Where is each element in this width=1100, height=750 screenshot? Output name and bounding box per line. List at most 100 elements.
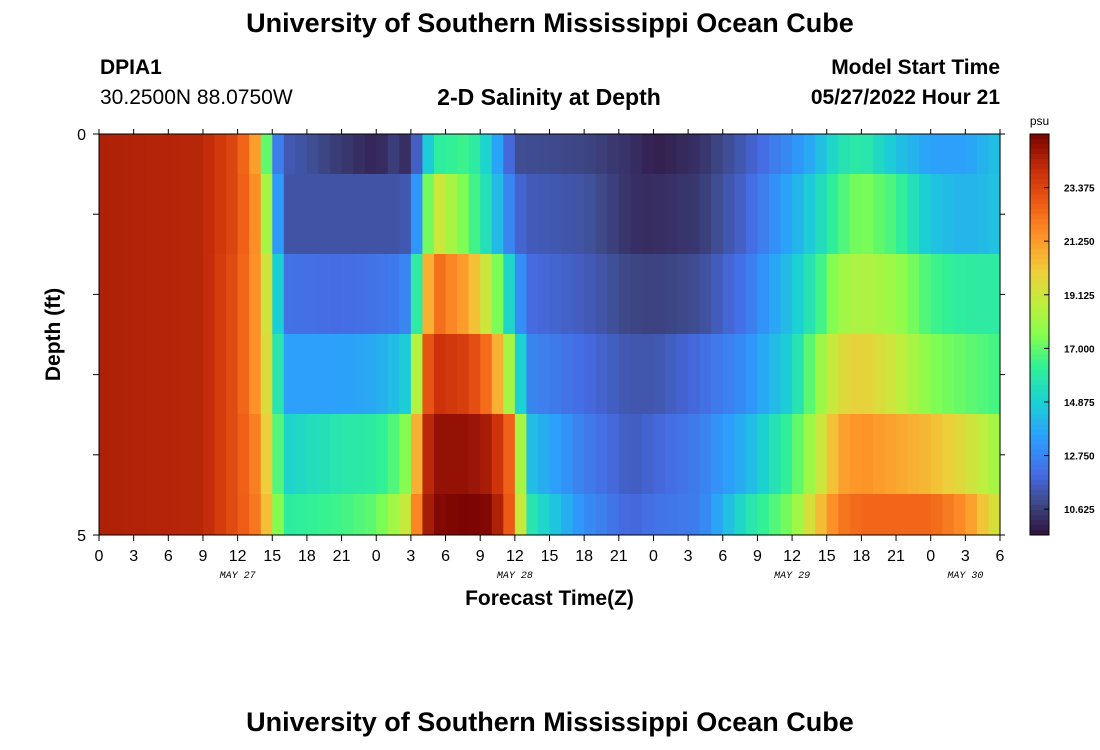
heatmap-cell <box>872 174 886 254</box>
heatmap-cell <box>653 414 666 494</box>
y-axis-label: Depth (ft) <box>42 288 65 381</box>
heatmap-cell <box>815 414 828 494</box>
salinity-chart: 0 3 6 9 12 15 18 21 0 3 6 9 12 15 18 21 0 3 6 9 12 15 18 21 0 3 6 M… <box>42 114 1095 610</box>
heatmap-cell <box>711 334 724 414</box>
colorbar-segment <box>1030 299 1049 305</box>
heatmap-cell <box>607 254 620 334</box>
heatmap-cell <box>988 174 1001 254</box>
heatmap-cell <box>330 134 343 174</box>
x-tick-label: 6 <box>164 548 173 565</box>
heatmap-cell <box>480 334 493 414</box>
heatmap-cell <box>745 174 759 254</box>
heatmap-cell <box>457 134 470 174</box>
heatmap-cell <box>272 414 285 494</box>
x-tick-label: 12 <box>783 548 801 565</box>
heatmap-cell <box>965 174 978 254</box>
heatmap-cell <box>226 254 239 334</box>
heatmap-cell <box>457 174 470 254</box>
heatmap-cell <box>202 174 216 254</box>
heatmap-cell <box>896 494 909 535</box>
heatmap-cell <box>133 494 146 535</box>
heatmap-cell <box>283 414 296 494</box>
heatmap-cell <box>214 494 227 535</box>
heatmap-cell <box>537 134 551 174</box>
heatmap-cell <box>953 254 966 334</box>
colorbar-tick-label: 14.875 <box>1064 398 1095 409</box>
heatmap-cell <box>953 414 966 494</box>
colorbar-segment <box>1030 134 1049 140</box>
heatmap-cell <box>688 134 701 174</box>
heatmap-cell <box>110 414 123 494</box>
heatmap-cell <box>376 134 389 174</box>
heatmap-cell <box>364 334 377 414</box>
heatmap-cell <box>595 174 608 254</box>
heatmap-cell <box>734 414 747 494</box>
heatmap-cell <box>422 414 435 494</box>
heatmap-cell <box>514 414 527 494</box>
heatmap-cell <box>953 134 966 174</box>
heatmap-cell <box>503 174 516 254</box>
heatmap-cell <box>364 174 377 254</box>
heatmap-cell <box>260 134 273 174</box>
heatmap-cell <box>757 254 770 334</box>
heatmap-cell <box>688 414 701 494</box>
heatmap-cell <box>99 494 112 535</box>
heatmap-cell <box>226 334 239 414</box>
heatmap-cell <box>803 334 816 414</box>
heatmap-cell <box>168 134 181 174</box>
heatmap-cell <box>699 414 712 494</box>
heatmap-cell <box>653 494 666 535</box>
heatmap-cell <box>630 414 643 494</box>
heatmap-cell <box>630 134 643 174</box>
colorbar-segment <box>1030 184 1049 190</box>
heatmap-cell <box>433 134 447 174</box>
colorbar-segment <box>1030 429 1049 436</box>
colorbar-segment <box>1030 519 1049 526</box>
heatmap-cell <box>618 414 631 494</box>
heatmap-cell <box>572 334 585 414</box>
heatmap-cell <box>780 134 793 174</box>
heatmap-cell <box>422 334 435 414</box>
heatmap-cell <box>260 414 273 494</box>
x-tick-label: 9 <box>199 548 208 565</box>
colorbar-tick-label: 21.250 <box>1064 237 1095 248</box>
heatmap-cell <box>156 414 169 494</box>
heatmap-cell <box>711 494 724 535</box>
colorbar-tick-label: 12.750 <box>1064 452 1095 463</box>
heatmap-cell <box>468 414 481 494</box>
heatmap-cell <box>249 134 262 174</box>
colorbar-segment <box>1030 324 1049 330</box>
heatmap-cell <box>572 174 585 254</box>
heatmap-cell <box>584 254 597 334</box>
heatmap-cell <box>491 174 504 254</box>
heatmap-cell <box>641 134 655 174</box>
heatmap-cell <box>283 174 296 254</box>
colorbar-segment <box>1030 279 1049 285</box>
heatmap-cell <box>133 414 146 494</box>
heatmap-cell <box>514 494 527 535</box>
heatmap-cell <box>711 254 724 334</box>
heatmap-cell <box>445 174 458 254</box>
heatmap-cell <box>734 174 747 254</box>
heatmap-cell <box>272 494 285 535</box>
heatmap-cell <box>272 334 285 414</box>
heatmap-cell <box>457 254 470 334</box>
colorbar-segment <box>1030 434 1049 441</box>
colorbar-segment <box>1030 394 1049 401</box>
heatmap-cell <box>653 174 666 254</box>
heatmap-cell <box>861 414 874 494</box>
heatmap-cell <box>676 494 689 535</box>
colorbar-tick-label: 23.375 <box>1064 184 1095 195</box>
heatmap-cell <box>872 334 886 414</box>
heatmap-cell <box>318 414 331 494</box>
colorbar-segment <box>1030 224 1049 230</box>
heatmap-cell <box>699 494 712 535</box>
heatmap-cell <box>353 134 366 174</box>
heatmap-cell <box>503 254 516 334</box>
heatmap-cell <box>676 134 689 174</box>
heatmap-cell <box>445 334 458 414</box>
heatmap-cell <box>330 254 343 334</box>
heatmap-cell <box>595 494 608 535</box>
heatmap-cell <box>399 254 412 334</box>
colorbar-segment <box>1030 154 1049 160</box>
